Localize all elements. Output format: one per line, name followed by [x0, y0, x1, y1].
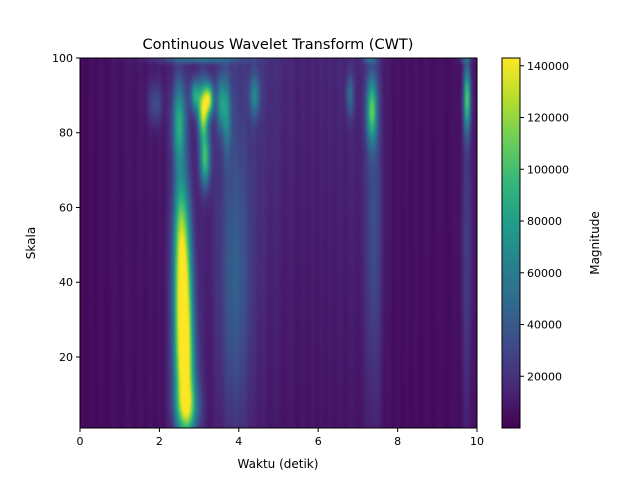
y-tick-label: 80: [59, 127, 73, 140]
y-tick-label: 60: [59, 201, 73, 214]
y-axis-label: Skala: [24, 227, 38, 259]
colorbar-tick-label: 120000: [527, 112, 569, 125]
colorbar-tick-label: 100000: [527, 163, 569, 176]
colorbar-tick-label: 140000: [527, 60, 569, 73]
colorbar-tick-label: 60000: [527, 267, 562, 280]
colorbar-tick-label: 40000: [527, 319, 562, 332]
x-tick-label: 4: [235, 435, 242, 448]
colorbar-tick-label: 20000: [527, 370, 562, 383]
colorbar-ticks: 20000 40000 60000 80000 100000 120000 140000: [520, 60, 569, 383]
heatmap-plot-area: [79, 57, 478, 429]
heatmap-image: [80, 58, 477, 428]
plot-frame: [79, 57, 478, 429]
x-tick-label: 2: [156, 435, 163, 448]
y-axis-ticks: 20 40 60 80 100: [52, 52, 80, 364]
x-tick-label: 10: [470, 435, 484, 448]
colorbar: [501, 57, 521, 429]
chart-title: Continuous Wavelet Transform (CWT): [143, 37, 414, 53]
y-tick-label: 40: [59, 276, 73, 289]
x-tick-label: 8: [394, 435, 401, 448]
x-axis-ticks: 0 2 4 6 8 10: [77, 428, 484, 448]
colorbar-tick-label: 80000: [527, 215, 562, 228]
x-axis-label: Waktu (detik): [238, 457, 319, 471]
colorbar-label: Magnitude: [588, 211, 602, 275]
x-tick-label: 6: [315, 435, 322, 448]
x-tick-label: 0: [77, 435, 84, 448]
y-tick-label: 20: [59, 351, 73, 364]
y-tick-label: 100: [52, 52, 73, 65]
